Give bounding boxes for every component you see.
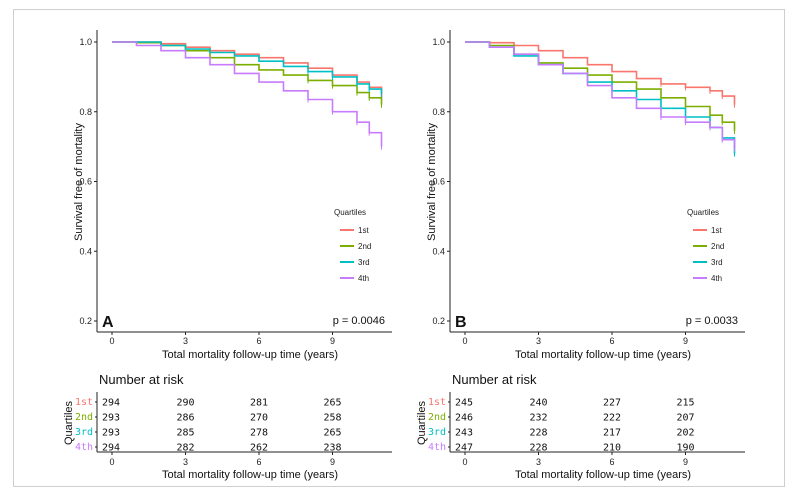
risk-x-tick-label: 9 [330, 457, 335, 467]
risk-cell: 210 [603, 443, 621, 454]
y-tick-label: 1.0 [79, 37, 92, 47]
panel-a: 0.2 0.4 0.6 0.8 1.0 0 3 6 9 Total mortality follo… [63, 30, 392, 481]
panel-b: 0.2 0.4 0.6 0.8 1.0 0 3 6 9 Total mortality follo… [416, 30, 745, 481]
risk-x-tick-label: 6 [256, 457, 261, 467]
risk-cell: 294 [102, 443, 120, 454]
risk-y-axis-label: Quartiles [63, 400, 75, 445]
curve-1st [465, 41, 736, 105]
risk-x-tick-label: 0 [109, 457, 114, 467]
y-tick-label: 0.6 [432, 177, 445, 187]
y-tick-label: 0.2 [79, 316, 92, 326]
risk-y-axis-label: Quartiles [416, 400, 428, 445]
risk-row-label-3rd: 3rd [428, 427, 446, 438]
risk-x-axis-label: Total mortality follow-up time (years) [515, 469, 691, 481]
risk-row-label-4th: 4th [75, 442, 93, 453]
risk-row-label-3rd: 3rd [75, 427, 93, 438]
legend-label-1st: 1st [711, 226, 722, 235]
y-axis-label: Survival free of mortality [73, 123, 85, 241]
risk-cell: 294 [102, 398, 120, 409]
x-tick-label: 0 [109, 336, 114, 346]
risk-x-tick-label: 6 [609, 457, 614, 467]
legend-title: Quartiles [334, 208, 366, 217]
risk-cell: 207 [676, 413, 694, 424]
risk-cell: 293 [102, 413, 120, 424]
risk-cell: 202 [676, 428, 694, 439]
risk-cell: 243 [455, 428, 473, 439]
risk-cell: 190 [676, 443, 694, 454]
risk-cell: 285 [176, 428, 194, 439]
risk-cell: 270 [250, 413, 268, 424]
legend-label-2nd: 2nd [358, 242, 371, 251]
x-tick-label: 3 [183, 336, 188, 346]
risk-cell: 215 [676, 398, 694, 409]
risk-cell: 281 [250, 398, 268, 409]
risk-cell: 265 [323, 398, 341, 409]
x-tick-label: 6 [256, 336, 261, 346]
risk-cell: 238 [323, 443, 341, 454]
curve-4th [112, 41, 383, 147]
risk-cell: 246 [455, 413, 473, 424]
legend-title: Quartiles [687, 208, 719, 217]
y-tick-label: 1.0 [432, 37, 445, 47]
risk-row-label-4th: 4th [428, 442, 446, 453]
risk-cell: 286 [176, 413, 194, 424]
legend-label-3rd: 3rd [711, 258, 723, 267]
risk-x-axis-label: Total mortality follow-up time (years) [162, 469, 338, 481]
x-tick-label: 9 [683, 336, 688, 346]
risk-cell: 245 [455, 398, 473, 409]
x-tick-label: 0 [462, 336, 467, 346]
risk-row-label-2nd: 2nd [75, 412, 93, 423]
risk-cell: 262 [250, 443, 268, 454]
curve-3rd [465, 41, 736, 154]
risk-row-label-1st: 1st [428, 397, 446, 408]
risk-cell: 290 [176, 398, 194, 409]
risk-row-label-2nd: 2nd [428, 412, 446, 423]
curve-4th [465, 41, 736, 149]
y-tick-label: 0.2 [432, 316, 445, 326]
x-tick-label: 9 [330, 336, 335, 346]
risk-cell: 240 [529, 398, 547, 409]
legend-label-4th: 4th [358, 274, 369, 283]
p-value: p = 0.0033 [686, 315, 738, 327]
x-tick-label: 3 [536, 336, 541, 346]
panel-letter: A [102, 314, 114, 331]
y-tick-label: 0.8 [79, 107, 92, 117]
x-axis-label: Total mortality follow-up time (years) [162, 349, 338, 361]
curve-1st [112, 41, 383, 100]
risk-x-tick-label: 0 [462, 457, 467, 467]
legend-label-4th: 4th [711, 274, 722, 283]
risk-cell: 278 [250, 428, 268, 439]
risk-cell: 222 [603, 413, 621, 424]
y-tick-label: 0.8 [432, 107, 445, 117]
y-tick-label: 0.4 [432, 246, 445, 256]
y-tick-label: 0.4 [79, 246, 92, 256]
risk-cell: 258 [323, 413, 341, 424]
legend-label-1st: 1st [358, 226, 369, 235]
risk-cell: 228 [529, 428, 547, 439]
p-value: p = 0.0046 [333, 315, 385, 327]
y-tick-label: 0.6 [79, 177, 92, 187]
risk-row-label-1st: 1st [75, 397, 93, 408]
y-axis-label: Survival free of mortality [426, 123, 438, 241]
risk-cell: 228 [529, 443, 547, 454]
legend-label-2nd: 2nd [711, 242, 724, 251]
risk-cell: 232 [529, 413, 547, 424]
risk-x-tick-label: 3 [183, 457, 188, 467]
risk-x-tick-label: 9 [683, 457, 688, 467]
panel-letter: B [455, 314, 467, 331]
curve-3rd [112, 41, 383, 95]
risk-cell: 282 [176, 443, 194, 454]
risk-table-title: Number at risk [99, 372, 184, 387]
risk-cell: 293 [102, 428, 120, 439]
risk-cell: 265 [323, 428, 341, 439]
x-axis-label: Total mortality follow-up time (years) [515, 349, 691, 361]
risk-cell: 247 [455, 443, 473, 454]
x-tick-label: 6 [609, 336, 614, 346]
legend-label-3rd: 3rd [358, 258, 370, 267]
risk-cell: 217 [603, 428, 621, 439]
risk-table-title: Number at risk [452, 372, 537, 387]
risk-cell: 227 [603, 398, 621, 409]
risk-x-tick-label: 3 [536, 457, 541, 467]
